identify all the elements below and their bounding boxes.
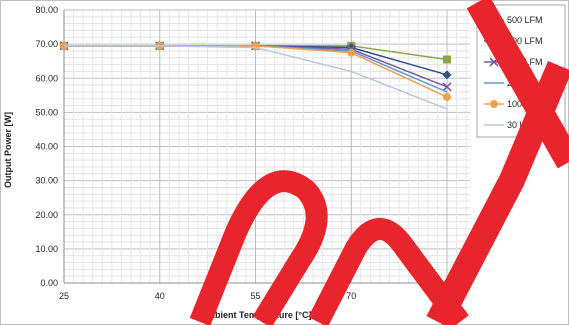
series-line — [64, 45, 448, 110]
x-tick-label: 70 — [346, 291, 356, 301]
axis-layer: 0.00 10.00 20.00 30.00 40.00 50.00 60.00 70.00 8… — [35, 5, 470, 301]
legend-label: 400 LFM — [507, 36, 543, 46]
legend-label: 500 LFM — [507, 15, 543, 25]
y-axis-title: Output Power [W] — [3, 112, 13, 188]
x-tick-label: 25 — [59, 291, 69, 301]
y-tick-label: 70.00 — [35, 39, 58, 49]
series-6 — [64, 45, 448, 110]
data-point — [442, 70, 452, 80]
watermark-stroke-u — [308, 218, 469, 325]
data-point — [443, 55, 451, 64]
watermark-stroke-d — [189, 170, 328, 325]
watermark-stroke-top — [466, 0, 569, 169]
y-tick-label: 0.00 — [40, 278, 58, 288]
data-point — [442, 82, 452, 92]
data-point — [443, 93, 451, 102]
legend-swatch-marker — [490, 100, 498, 108]
watermark — [189, 0, 569, 325]
y-tick-label: 50.00 — [35, 107, 58, 117]
data-point — [347, 48, 356, 57]
y-tick-label: 40.00 — [35, 142, 58, 152]
y-tick-label: 80.00 — [35, 5, 58, 15]
y-tick-label: 10.00 — [35, 244, 58, 254]
x-tick-label: 40 — [155, 291, 165, 301]
y-tick-label: 30.00 — [35, 176, 58, 186]
series-layer — [59, 41, 452, 110]
x-tick-label: 55 — [250, 291, 260, 301]
y-tick-label: 60.00 — [35, 73, 58, 83]
y-tick-label: 20.00 — [35, 210, 58, 220]
